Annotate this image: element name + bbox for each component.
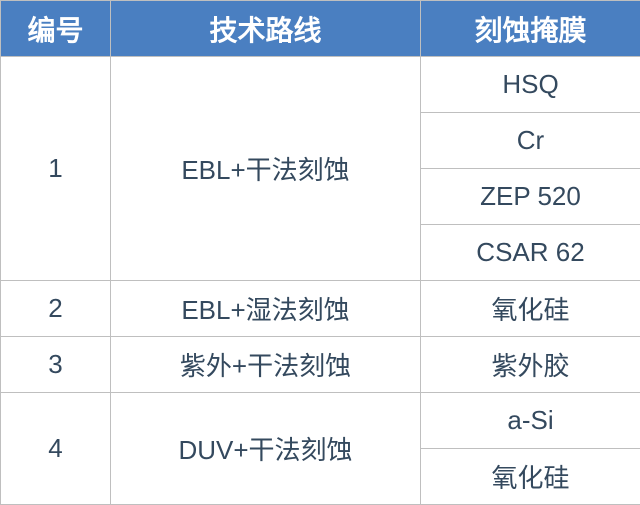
cell-mask: HSQ [421,57,640,113]
cell-mask: 氧化硅 [421,281,640,337]
table-row: 4DUV+干法刻蚀a-Si [1,393,640,449]
etch-technology-table: 编号 技术路线 刻蚀掩膜 1EBL+干法刻蚀HSQCrZEP 520CSAR 6… [0,0,640,504]
cell-mask: ZEP 520 [421,169,640,225]
cell-mask: Cr [421,113,640,169]
cell-id: 4 [1,393,111,505]
table-row: 1EBL+干法刻蚀HSQ [1,57,640,113]
cell-mask: 氧化硅 [421,449,640,505]
table-row: 3紫外+干法刻蚀紫外胶 [1,337,640,393]
cell-mask: a-Si [421,393,640,449]
cell-route: EBL+干法刻蚀 [111,57,421,281]
header-route: 技术路线 [111,1,421,57]
cell-id: 3 [1,337,111,393]
table-header: 编号 技术路线 刻蚀掩膜 [1,1,640,57]
header-mask: 刻蚀掩膜 [421,1,640,57]
header-id: 编号 [1,1,111,57]
cell-mask: 紫外胶 [421,337,640,393]
cell-route: DUV+干法刻蚀 [111,393,421,505]
cell-route: 紫外+干法刻蚀 [111,337,421,393]
table-row: 2EBL+湿法刻蚀氧化硅 [1,281,640,337]
cell-route: EBL+湿法刻蚀 [111,281,421,337]
table-body: 1EBL+干法刻蚀HSQCrZEP 520CSAR 622EBL+湿法刻蚀氧化硅… [1,57,640,505]
cell-mask: CSAR 62 [421,225,640,281]
cell-id: 2 [1,281,111,337]
table: 编号 技术路线 刻蚀掩膜 1EBL+干法刻蚀HSQCrZEP 520CSAR 6… [0,0,640,505]
cell-id: 1 [1,57,111,281]
